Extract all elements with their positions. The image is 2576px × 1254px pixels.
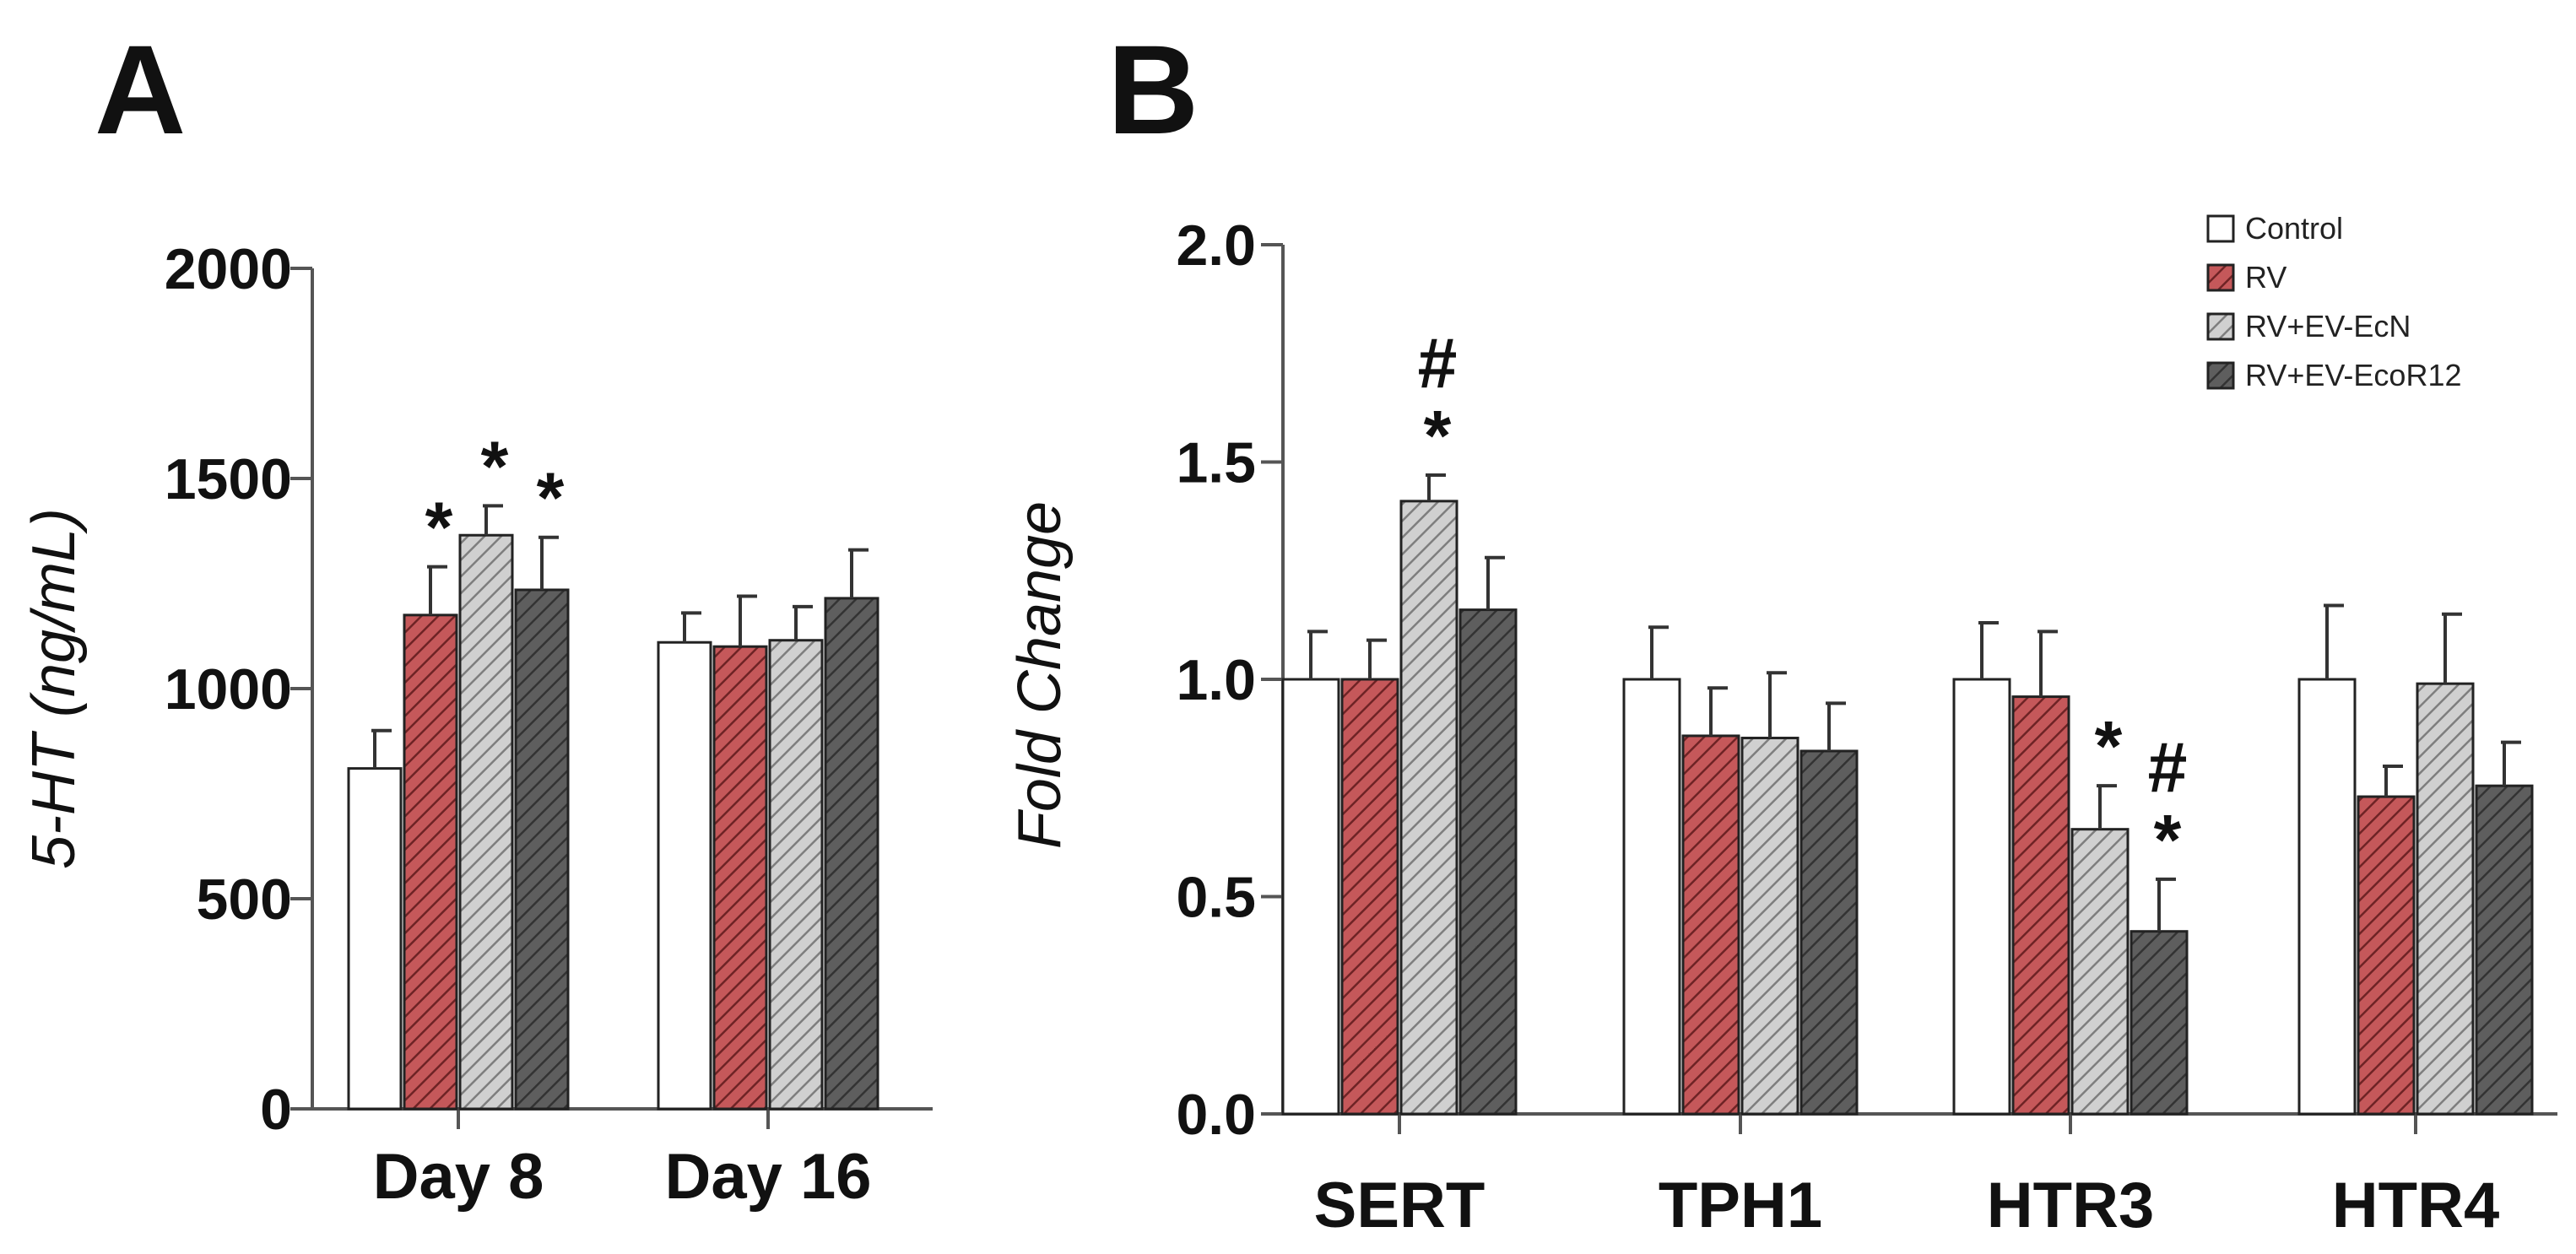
panel-b-y-tick-label-1: 0.5 bbox=[1176, 866, 1256, 930]
panel-b-annotation-htr3-rv-ev-ecor12-4: # bbox=[2148, 727, 2188, 807]
panel-a-bar-day-8-rv bbox=[403, 613, 458, 1111]
panel-b-bar-htr3-rv bbox=[2011, 695, 2070, 1116]
panel-a-bar-day-16-rv bbox=[712, 645, 768, 1111]
panel-a-chart: 0 500 1000 1500 2000 5-HT (ng/mL) Day 8 Day 16 *… bbox=[20, 237, 933, 1213]
panel-a-y-tick-label-4: 2000 bbox=[165, 237, 292, 301]
panel-b-x-tick-label-sert: SERT bbox=[1314, 1170, 1486, 1241]
panel-b-y-tick-label-3: 1.5 bbox=[1176, 431, 1256, 495]
legend: Control RV RV+EV-EcN RV+EV-EcoR12 bbox=[2206, 211, 2461, 392]
panel-label-a: A bbox=[95, 19, 186, 160]
panel-b-bar-tph1-rv bbox=[1681, 734, 1740, 1116]
panel-a-y-tick-label-2: 1000 bbox=[165, 657, 292, 722]
legend-label-rv-ev-ecn: RV+EV-EcN bbox=[2245, 309, 2411, 343]
panel-a-annotation-day-8-rv-ev-ecn-1: * bbox=[481, 426, 509, 505]
panel-a-y-axis-label: 5-HT (ng/mL) bbox=[20, 508, 88, 869]
panel-a-y-tick-label-0: 0 bbox=[260, 1078, 292, 1142]
legend-label-control: Control bbox=[2245, 211, 2343, 246]
legend-swatch-rv bbox=[2206, 263, 2235, 292]
panel-b-bar-htr4-rv-ev-ecor12 bbox=[2475, 784, 2534, 1116]
legend-label-rv: RV bbox=[2245, 260, 2286, 295]
panel-b-y-tick-label-0: 0.0 bbox=[1176, 1083, 1256, 1147]
panel-b-bar-sert-control bbox=[1281, 678, 1340, 1116]
panel-b-bar-htr3-rv-ev-ecn bbox=[2070, 828, 2130, 1116]
panel-b-y-axis-label: Fold Change bbox=[1006, 501, 1074, 849]
panel-a-bar-day-8-rv-ev-ecn bbox=[458, 533, 514, 1111]
panel-b-x-tick-label-tph1: TPH1 bbox=[1659, 1170, 1822, 1241]
panel-b-bar-tph1-control bbox=[1622, 678, 1681, 1116]
panel-label-b: B bbox=[1107, 19, 1199, 160]
panel-b-annotation-htr3-rv-ev-ecn-2: * bbox=[2095, 706, 2123, 786]
legend-swatch-rv-ev-ecn bbox=[2206, 312, 2235, 341]
panel-b-bar-htr4-rv-ev-ecn bbox=[2416, 682, 2475, 1116]
panel-b-x-tick-label-htr4: HTR4 bbox=[2332, 1170, 2499, 1241]
panel-b-bar-htr4-control bbox=[2297, 678, 2357, 1116]
panel-b-bar-tph1-rv-ev-ecor12 bbox=[1799, 749, 1859, 1116]
panel-b-bar-sert-rv-ev-ecn bbox=[1399, 500, 1458, 1116]
panel-a-bar-day-16-rv-ev-ecn bbox=[768, 639, 824, 1111]
panel-b-chart: 0.0 0.5 1.0 1.5 2.0 Fold Change SERT TPH1 HTR3 HT… bbox=[1006, 214, 2557, 1241]
panel-b-bar-htr3-control bbox=[1952, 678, 2011, 1116]
panel-a-annotation-day-8-rv-ev-ecor12-2: * bbox=[537, 458, 565, 538]
panel-b-y-tick-label-2: 1.0 bbox=[1176, 648, 1256, 712]
panel-b-bar-tph1-rv-ev-ecn bbox=[1740, 737, 1799, 1116]
panel-b-annotation-sert-rv-ev-ecn-1: # bbox=[1418, 323, 1458, 403]
panel-a-bar-day-16-control bbox=[657, 641, 712, 1111]
panel-a-y-tick-label-1: 500 bbox=[197, 868, 292, 932]
panel-a-bar-day-8-rv-ev-ecor12 bbox=[514, 588, 570, 1111]
panel-a-annotation-day-8-rv-0: * bbox=[425, 488, 453, 567]
panel-b-annotation-htr3-rv-ev-ecor12-3: * bbox=[2154, 800, 2182, 879]
panel-a-y-tick-label-3: 1500 bbox=[165, 447, 292, 511]
panel-b-x-tick-label-htr3: HTR3 bbox=[1987, 1170, 2154, 1241]
panel-b-bar-htr3-rv-ev-ecor12 bbox=[2130, 930, 2189, 1116]
panel-a-bar-day-8-control bbox=[347, 767, 403, 1111]
panel-b-y-tick-label-4: 2.0 bbox=[1176, 214, 1256, 278]
panel-a-bar-day-16-rv-ev-ecor12 bbox=[824, 597, 879, 1111]
panel-b-bar-sert-rv-ev-ecor12 bbox=[1458, 608, 1518, 1116]
legend-swatch-control bbox=[2206, 214, 2235, 243]
panel-a-x-tick-label-day-16: Day 16 bbox=[664, 1141, 871, 1213]
panel-b-annotation-sert-rv-ev-ecn-0: * bbox=[1424, 396, 1452, 475]
panel-b-bar-htr4-rv bbox=[2357, 795, 2416, 1116]
panel-a-x-tick-label-day-8: Day 8 bbox=[373, 1141, 544, 1213]
panel-b-bar-sert-rv bbox=[1340, 678, 1399, 1116]
legend-swatch-rv-ev-ecor12 bbox=[2206, 361, 2235, 390]
legend-label-rv-ev-ecor12: RV+EV-EcoR12 bbox=[2245, 358, 2461, 392]
